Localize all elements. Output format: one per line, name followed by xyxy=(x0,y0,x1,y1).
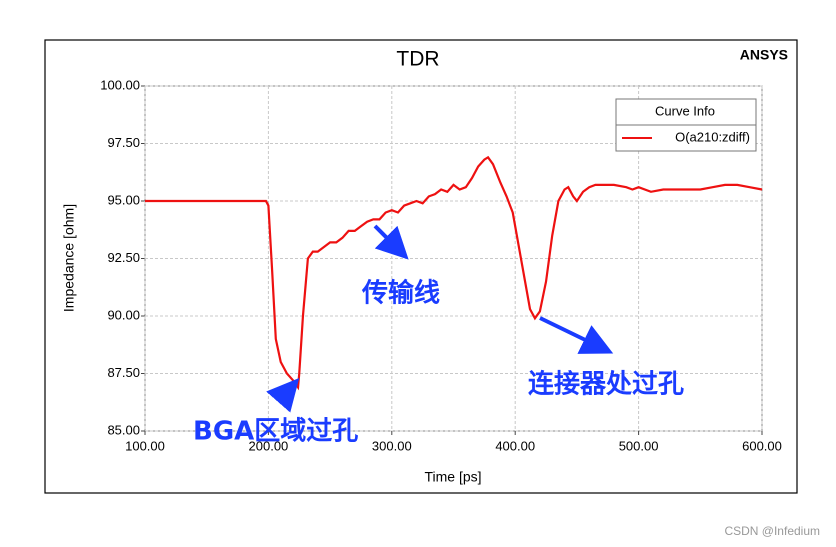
arrow xyxy=(266,377,300,413)
x-tick-label: 200.00 xyxy=(249,438,289,453)
y-tick-label: 100.00 xyxy=(100,77,140,92)
arrow xyxy=(373,224,409,260)
x-tick-label: 600.00 xyxy=(742,438,782,453)
watermark: CSDN @Infedium xyxy=(724,524,820,538)
x-tick-label: 300.00 xyxy=(372,438,412,453)
x-tick-label: 500.00 xyxy=(619,438,659,453)
x-axis-label: Time [ps] xyxy=(424,469,481,485)
annotation: BGA区域过孔 xyxy=(193,417,358,447)
y-tick-label: 97.50 xyxy=(107,135,140,150)
x-tick-label: 400.00 xyxy=(495,438,535,453)
chart-title: TDR xyxy=(396,48,439,71)
arrow xyxy=(539,316,614,354)
legend-title: Curve Info xyxy=(655,103,715,118)
annotation: 连接器处过孔 xyxy=(528,370,684,400)
y-tick-label: 87.50 xyxy=(107,365,140,380)
legend: Curve Info O(a210:zdiff) xyxy=(615,98,757,152)
x-tick-label: 100.00 xyxy=(125,438,165,453)
brand: ANSYS xyxy=(740,47,788,63)
annotation: 传输线 xyxy=(361,278,440,309)
y-tick-label: 92.50 xyxy=(107,250,140,265)
series-line xyxy=(145,155,763,391)
y-tick-label: 85.00 xyxy=(107,422,140,437)
y-tick-label: 95.00 xyxy=(107,192,140,207)
y-axis-label: Impedance [ohm] xyxy=(61,204,77,312)
y-tick-label: 90.00 xyxy=(107,307,140,322)
legend-label: O(a210:zdiff) xyxy=(675,129,750,144)
